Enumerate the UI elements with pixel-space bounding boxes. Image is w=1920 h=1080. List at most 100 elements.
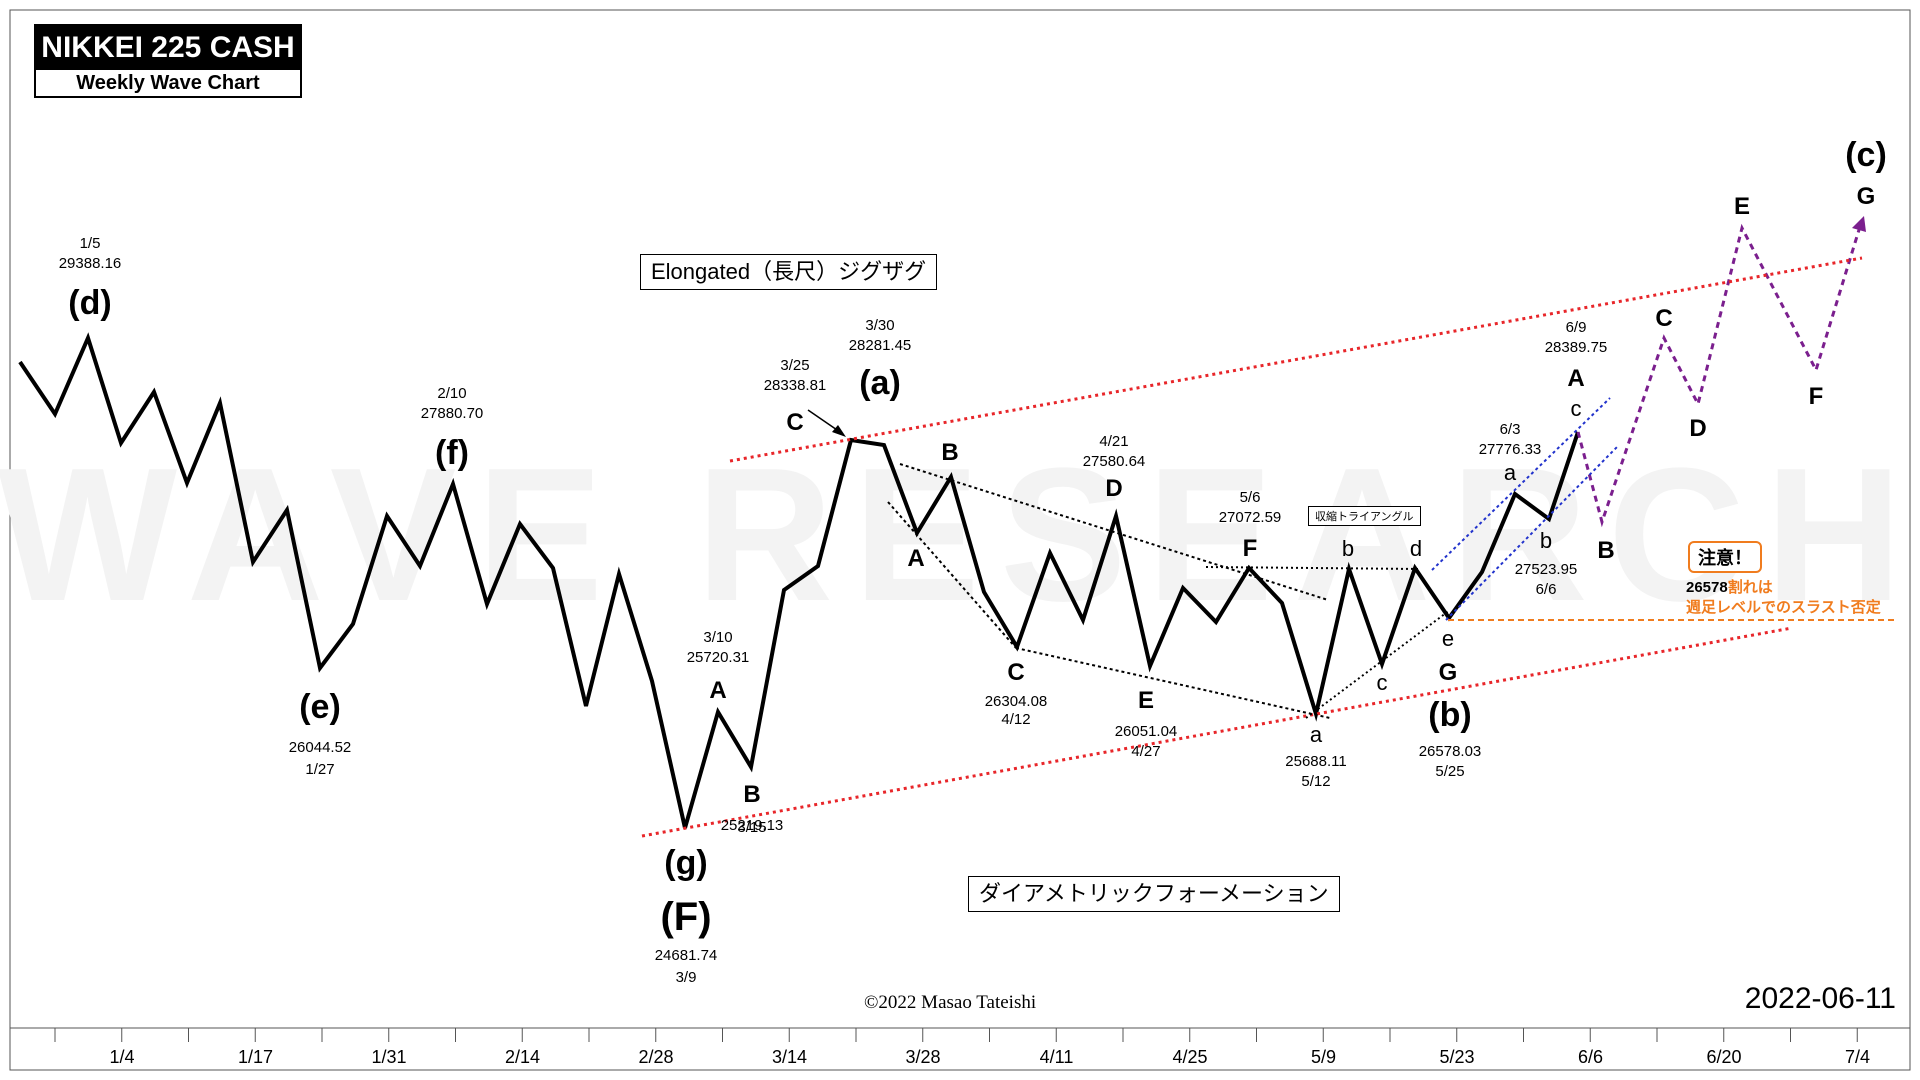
x-tick-label: 2/28 [638,1047,673,1067]
chart-date: 2022-06-11 [1744,982,1896,1015]
lower-channel [641,626,1793,838]
caution-line2: 週足レベルでのスラスト否定 [1686,599,1881,616]
wave-label-extra: c [1377,670,1388,695]
wave-label-extra: d [1410,536,1422,561]
wave-label-extra: D [1689,415,1706,442]
price-label: 27776.33 [1479,441,1542,458]
wave-label: a [1504,460,1517,485]
price-label: 28338.81 [764,377,827,394]
chart-subtitle: Weekly Wave Chart [76,72,260,94]
price-label: 28281.45 [849,337,912,354]
wave-label: A [1567,365,1584,392]
caution-line1: 割れは [1727,579,1773,596]
date-label: 6/3 [1500,421,1521,438]
chart-title-box: NIKKEI 225 CASH Weekly Wave Chart [34,24,302,98]
copyright: ©2022 Masao Tateishi [864,992,1037,1013]
x-tick-label: 4/25 [1172,1047,1207,1067]
wave-label-extra: b [1342,536,1354,561]
caution-level: 26578 [1686,579,1728,596]
x-tick-label: 6/6 [1578,1047,1603,1067]
wave-label: E [1138,687,1154,714]
wave-label: (a) [859,364,901,402]
triangle-lower [1305,609,1451,719]
diametric-lower [1015,647,1331,719]
wave-label: B [743,781,760,808]
x-tick-label: 6/20 [1706,1047,1741,1067]
projection-line [1576,219,1864,528]
x-tick-label: 1/31 [371,1047,406,1067]
wave-label-extra: E [1734,193,1750,220]
date-label: 5/6 [1240,489,1261,506]
price-label: 26051.04 [1115,723,1178,740]
price-label: 26578.03 [1419,743,1482,760]
date-label: 5/25 [1435,763,1464,780]
x-tick-label: 7/4 [1845,1047,1870,1067]
date-label: 1/5 [80,235,101,252]
price-label: 29388.16 [59,255,122,272]
wave-label-extra: G [1439,659,1458,686]
date-label: 3/25 [780,357,809,374]
wave-label-extra: C [1655,305,1672,332]
wave-label: (f) [435,434,469,472]
price-label: 24681.74 [655,947,718,964]
price-line [18,332,1580,829]
wave-label-extra: (c) [1845,136,1887,174]
x-tick-label: 2/14 [505,1047,540,1067]
date-label: 4/21 [1099,433,1128,450]
date-label: 3/15 [737,819,766,836]
wave-label: F [1243,535,1258,562]
price-label: 28389.75 [1545,339,1608,356]
annotation-arrow [807,409,841,433]
date-label: 6/6 [1536,581,1557,598]
lower-pattern-label: ダイアメトリックフォーメーション [968,876,1340,912]
upper-pattern-label: Elongated（長尺）ジグザグ [640,254,938,290]
date-label: 2/10 [437,385,466,402]
wave-label-extra: G [1857,183,1876,210]
date-label: 5/12 [1301,773,1330,790]
wave-label-big: (F) [660,895,711,939]
projection-arrowhead [1852,216,1866,232]
date-label: 3/9 [676,969,697,986]
caution-text: 26578割れは 週足レベルでのスラスト否定 [1686,578,1881,618]
caution-badge: 注意！ [1688,541,1762,573]
wave-label: (e) [299,688,341,726]
wave-label: (b) [1428,696,1471,734]
x-tick-label: 4/11 [1040,1047,1074,1067]
wave-label-extra: B [1597,537,1614,564]
date-label: 4/27 [1131,743,1160,760]
price-label: 25219.13 [721,817,784,834]
price-label: 27580.64 [1083,453,1146,470]
wave-label-extra: e [1442,626,1454,651]
blue-channel-upper [1431,397,1611,571]
annotation-arrowhead [832,425,846,437]
wave-label-extra: B [941,439,958,466]
wave-label: C [786,409,803,436]
price-label: 25720.31 [687,649,750,666]
x-tick-label: 1/17 [238,1047,273,1067]
upper-channel [729,256,1863,463]
x-tick-label: 5/9 [1311,1047,1336,1067]
wave-label-extra: A [907,545,924,572]
diametric-left [887,501,1017,649]
triangle-label: 収縮トライアングル [1308,506,1421,526]
x-tick-label: 3/14 [772,1047,807,1067]
wave-label: (g) [664,844,707,882]
price-label: 25688.11 [1285,753,1346,770]
wave-label: C [1007,659,1024,686]
x-tick-label: 3/28 [905,1047,940,1067]
wave-label-extra: F [1809,383,1824,410]
watermark: WAVE RESEARCH [0,429,1920,641]
price-label: 26304.08 [985,693,1048,710]
date-label: 3/30 [865,317,894,334]
wave-label: D [1105,475,1122,502]
price-label: 27072.59 [1219,509,1282,526]
chart-title: NIKKEI 225 CASH [36,26,300,70]
plot-border [9,9,1911,1071]
date-label: 6/9 [1566,319,1587,336]
wave-label: (d) [68,284,111,322]
wave-label-extra: c [1571,396,1582,421]
wave-label: b [1540,528,1552,553]
x-tick-label: 5/23 [1439,1047,1474,1067]
